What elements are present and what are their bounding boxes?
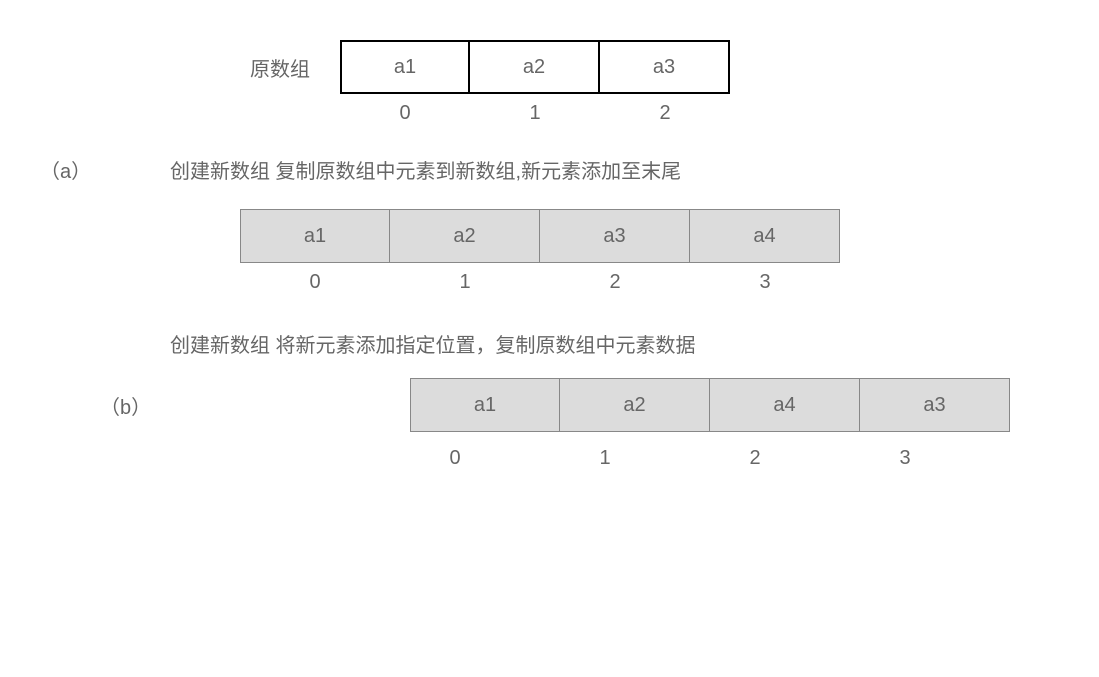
section-a-cells: a1 a2 a3 a4: [240, 209, 840, 263]
index: 2: [680, 447, 830, 470]
section-b-array-group: （b） a1 a2 a4 a3 0 1 2 3: [40, 378, 1040, 470]
original-index-row: 0 1 2: [40, 94, 1040, 125]
original-cells: a1 a2 a3: [340, 40, 730, 94]
section-a-header: （a） 创建新数组 复制原数组中元素到新数组,新元素添加至末尾: [40, 155, 1040, 184]
original-label: 原数组: [210, 53, 340, 82]
index: 1: [390, 271, 540, 294]
section-b-array-line: （b） a1 a2 a4 a3: [40, 378, 1040, 432]
index: 1: [470, 102, 600, 125]
original-array-row: 原数组 a1 a2 a3: [40, 40, 1040, 94]
index: 0: [340, 102, 470, 125]
section-a-array-row: a1 a2 a3 a4: [240, 209, 1040, 263]
cell: a3: [540, 209, 690, 263]
cell: a3: [600, 40, 730, 94]
array-diagram: 原数组 a1 a2 a3 0 1 2 （a） 创建新数组 复制原数组中元素到新数…: [40, 40, 1040, 470]
section-b-indices: 0 1 2 3: [380, 447, 980, 470]
section-b-cells: a1 a2 a4 a3: [410, 378, 1010, 432]
section-b-caption: 创建新数组 将新元素添加指定位置，复制原数组中元素数据: [170, 329, 1040, 358]
cell: a4: [690, 209, 840, 263]
cell: a2: [560, 378, 710, 432]
cell: a2: [390, 209, 540, 263]
section-a-indices: 0 1 2 3: [240, 271, 840, 294]
cell: a1: [240, 209, 390, 263]
section-a-label: （a）: [40, 155, 170, 184]
cell: a4: [710, 378, 860, 432]
index: 0: [240, 271, 390, 294]
section-b-index-line: 0 1 2 3: [40, 432, 1040, 470]
section-a-caption: 创建新数组 复制原数组中元素到新数组,新元素添加至末尾: [170, 155, 681, 184]
cell: a1: [410, 378, 560, 432]
index: 3: [830, 447, 980, 470]
cell: a2: [470, 40, 600, 94]
index: 0: [380, 447, 530, 470]
cell: a3: [860, 378, 1010, 432]
section-b-label: （b）: [40, 391, 410, 420]
original-array-group: 原数组 a1 a2 a3 0 1 2: [40, 40, 1040, 125]
index: 3: [690, 271, 840, 294]
section-a-index-row: 0 1 2 3: [240, 263, 1040, 294]
index: 1: [530, 447, 680, 470]
index: 2: [600, 102, 730, 125]
original-indices: 0 1 2: [340, 102, 730, 125]
cell: a1: [340, 40, 470, 94]
index: 2: [540, 271, 690, 294]
section-a-array-group: a1 a2 a3 a4 0 1 2 3: [40, 209, 1040, 294]
